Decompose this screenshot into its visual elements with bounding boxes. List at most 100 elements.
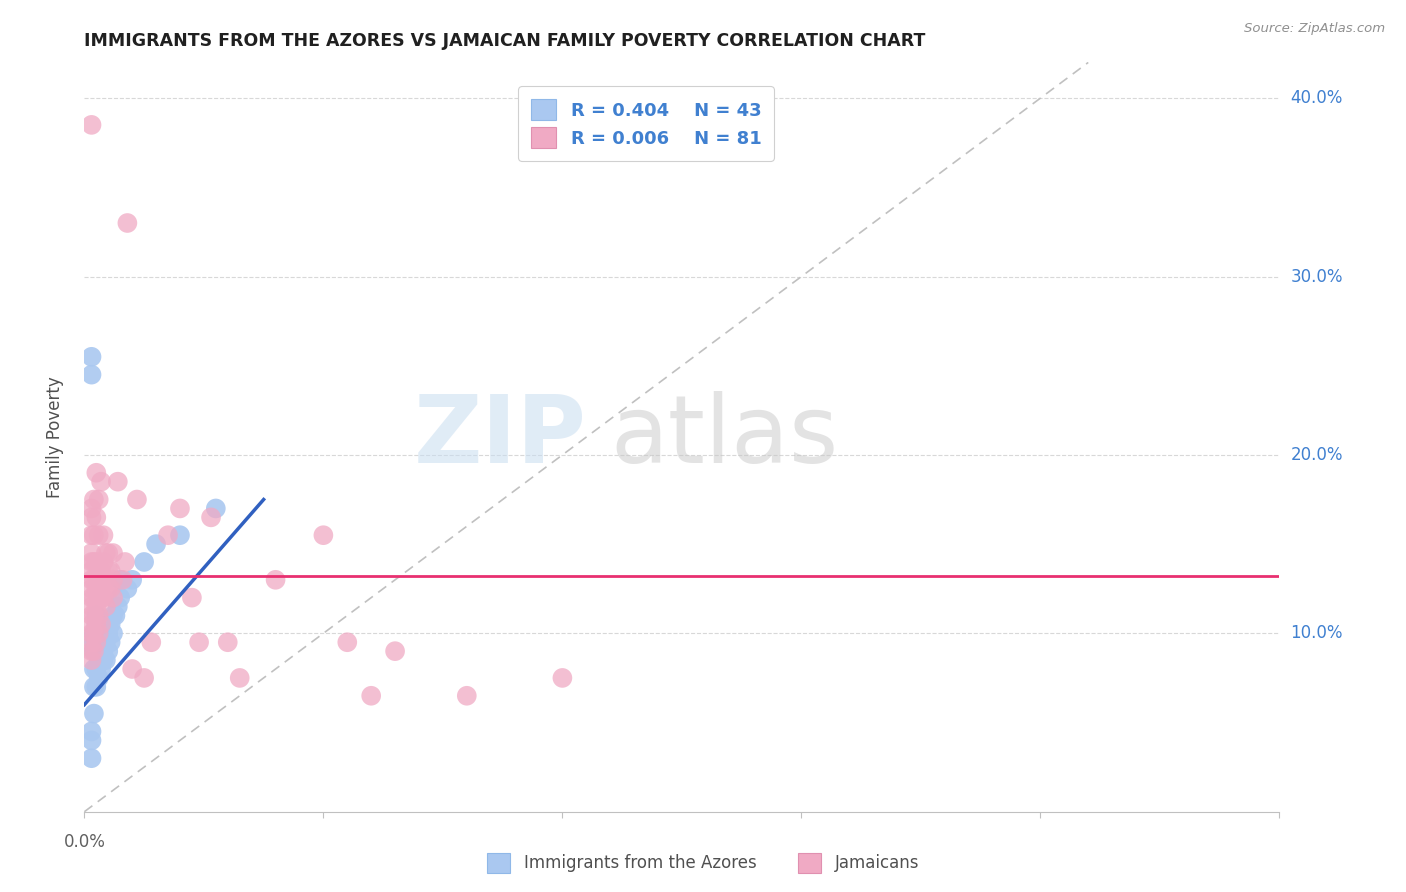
Point xyxy=(169,501,191,516)
Point xyxy=(94,653,117,667)
Point xyxy=(104,608,127,623)
Point xyxy=(312,528,335,542)
Point xyxy=(100,617,122,632)
Point xyxy=(87,671,110,685)
Point xyxy=(157,528,180,542)
Text: 10.0%: 10.0% xyxy=(1291,624,1343,642)
Point xyxy=(93,644,115,658)
Point xyxy=(93,591,115,605)
Point xyxy=(100,582,122,596)
Point xyxy=(87,626,110,640)
Point xyxy=(87,608,110,623)
Point xyxy=(83,644,105,658)
Point xyxy=(117,582,139,596)
Point xyxy=(336,635,359,649)
Point xyxy=(101,591,124,605)
Point xyxy=(83,573,105,587)
Point xyxy=(86,635,108,649)
Point xyxy=(90,662,112,676)
Point xyxy=(97,546,120,560)
Point xyxy=(87,528,110,542)
Point xyxy=(80,751,103,765)
Point xyxy=(80,546,103,560)
Point xyxy=(264,573,287,587)
Point xyxy=(80,118,103,132)
Point xyxy=(456,689,478,703)
Text: atlas: atlas xyxy=(610,391,838,483)
Point xyxy=(86,466,108,480)
Text: 40.0%: 40.0% xyxy=(1291,89,1343,107)
Point xyxy=(83,608,105,623)
Point xyxy=(101,608,124,623)
Point xyxy=(90,591,112,605)
Point xyxy=(80,555,103,569)
Point xyxy=(86,582,108,596)
Point xyxy=(80,599,103,614)
Point xyxy=(97,626,120,640)
Text: 30.0%: 30.0% xyxy=(1291,268,1343,285)
Point xyxy=(86,644,108,658)
Point xyxy=(384,644,406,658)
Point xyxy=(125,492,148,507)
Point xyxy=(80,350,103,364)
Point xyxy=(114,555,136,569)
Point xyxy=(86,680,108,694)
Point xyxy=(90,564,112,578)
Point xyxy=(80,591,103,605)
Point xyxy=(86,599,108,614)
Point xyxy=(90,626,112,640)
Point xyxy=(93,528,115,542)
Point xyxy=(83,591,105,605)
Point xyxy=(200,510,222,524)
Point xyxy=(80,510,103,524)
Point xyxy=(107,475,129,489)
Point xyxy=(80,617,103,632)
Point xyxy=(141,635,163,649)
Point xyxy=(94,599,117,614)
Point xyxy=(229,671,252,685)
Point xyxy=(83,555,105,569)
Point xyxy=(87,573,110,587)
Point xyxy=(551,671,574,685)
Point xyxy=(101,546,124,560)
Point xyxy=(217,635,239,649)
Point xyxy=(90,617,112,632)
Point xyxy=(121,573,143,587)
Point xyxy=(132,671,156,685)
Point xyxy=(111,573,134,587)
Y-axis label: Family Poverty: Family Poverty xyxy=(45,376,63,498)
Point xyxy=(80,582,103,596)
Point xyxy=(93,573,115,587)
Point xyxy=(188,635,211,649)
Point xyxy=(100,635,122,649)
Point xyxy=(86,617,108,632)
Point xyxy=(83,706,105,721)
Point xyxy=(101,573,124,587)
Point xyxy=(121,662,143,676)
Point xyxy=(110,573,132,587)
Point xyxy=(86,510,108,524)
Point xyxy=(83,492,105,507)
Point xyxy=(86,555,108,569)
Point xyxy=(90,644,112,658)
Text: 0.0%: 0.0% xyxy=(63,833,105,851)
Point xyxy=(93,555,115,569)
Point xyxy=(145,537,167,551)
Point xyxy=(80,573,103,587)
Point xyxy=(97,644,120,658)
Point xyxy=(86,608,108,623)
Point xyxy=(110,591,132,605)
Text: 20.0%: 20.0% xyxy=(1291,446,1343,464)
Legend: Immigrants from the Azores, Jamaicans: Immigrants from the Azores, Jamaicans xyxy=(481,847,925,880)
Point xyxy=(80,626,103,640)
Point xyxy=(360,689,382,703)
Point xyxy=(80,501,103,516)
Point xyxy=(97,582,120,596)
Legend: R = 0.404    N = 43, R = 0.006    N = 81: R = 0.404 N = 43, R = 0.006 N = 81 xyxy=(519,87,773,161)
Point xyxy=(83,644,105,658)
Point xyxy=(94,635,117,649)
Point xyxy=(101,626,124,640)
Point xyxy=(94,546,117,560)
Point xyxy=(94,573,117,587)
Point xyxy=(80,608,103,623)
